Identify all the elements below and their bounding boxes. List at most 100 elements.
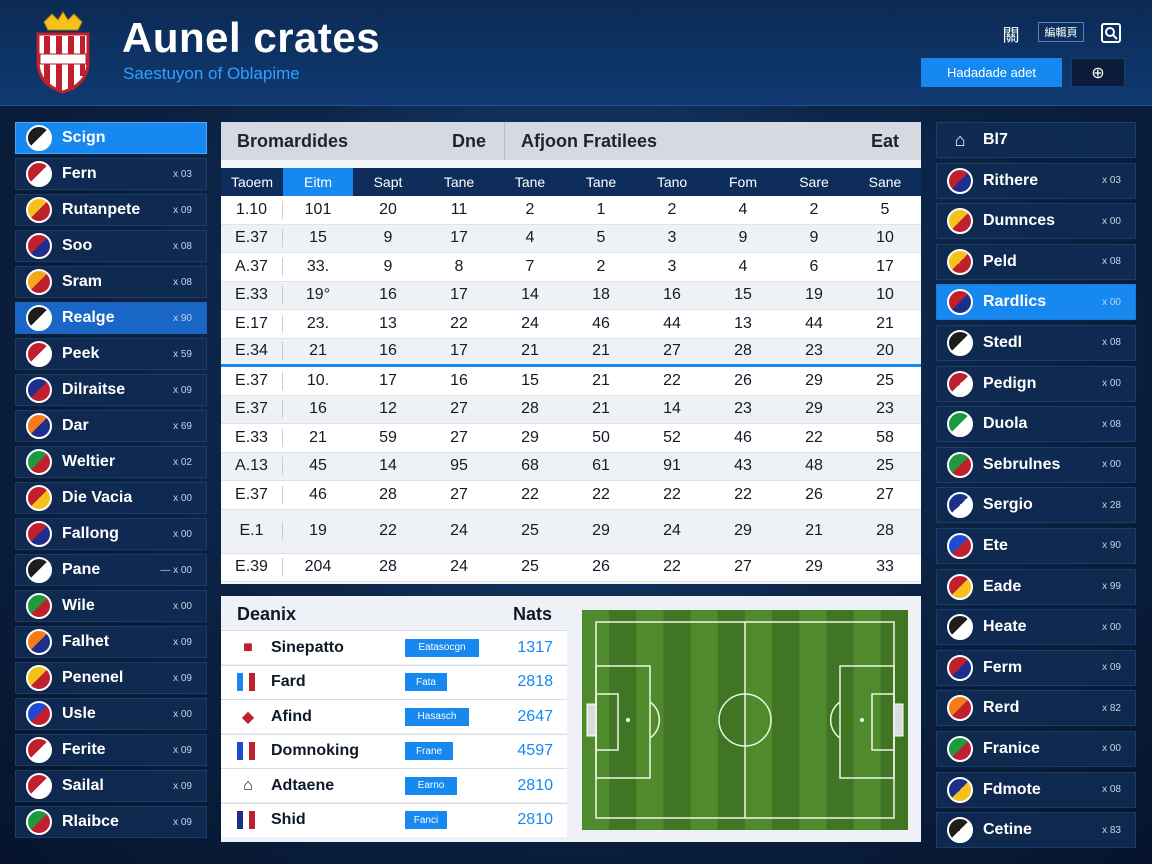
team-item[interactable]: Soo x 08 (15, 230, 207, 262)
team-label: Stedl (983, 333, 1023, 351)
table-row[interactable]: 1.10 101 20 11 2 1 2 4 2 5 (221, 196, 921, 225)
team-item[interactable]: Ete x 90 (936, 527, 1136, 564)
team-item[interactable]: Dumnces x 00 (936, 203, 1136, 240)
table-cell: 46 (592, 314, 610, 332)
team-item[interactable]: Rlaibce x 09 (15, 806, 207, 838)
team-label: Dar (62, 417, 89, 434)
column-header[interactable]: Taoem (230, 174, 274, 190)
team-item[interactable]: Heate x 00 (936, 609, 1136, 646)
player-list-item[interactable]: Fard Fata 2818 (221, 664, 567, 699)
team-item[interactable]: Peek x 59 (15, 338, 207, 370)
team-item[interactable]: Rithere x 03 (936, 162, 1136, 199)
team-item[interactable]: Sebrulnes x 00 (936, 446, 1136, 483)
team-item[interactable]: Fallong x 00 (15, 518, 207, 550)
team-item[interactable]: Ferite x 09 (15, 734, 207, 766)
table-cell: 4 (738, 200, 748, 218)
player-tag[interactable]: Frane (405, 742, 453, 760)
search-icon[interactable] (1098, 22, 1124, 44)
column-header[interactable]: Fom (729, 174, 757, 190)
player-tag[interactable]: Earno (405, 776, 457, 795)
table-row[interactable]: E.37 15 9 17 4 5 3 9 9 10 (221, 224, 921, 253)
table-cell: 25 (521, 558, 539, 576)
table-row[interactable]: E.33 21 59 27 29 50 52 46 22 58 (221, 424, 921, 453)
bottom-stats-title: Nats (513, 604, 553, 624)
team-item[interactable]: Duola x 08 (936, 406, 1136, 443)
team-item[interactable]: Pedign x 00 (936, 365, 1136, 402)
menu-text-icon[interactable]: 編輯頁 (1038, 22, 1084, 42)
team-label: Usle (62, 705, 96, 722)
team-badge-icon (26, 701, 52, 727)
column-header[interactable]: Tano (656, 174, 688, 190)
grid-icon[interactable]: 關 (1002, 25, 1020, 45)
team-count: x 00 (1102, 215, 1121, 227)
column-header[interactable]: Eitm (283, 168, 353, 196)
table-cell: 15 (734, 286, 752, 304)
table-row[interactable]: A.37 33. 9 8 7 2 3 4 6 17 (221, 253, 921, 282)
table-row[interactable]: E.37 16 12 27 28 21 14 23 29 23 (221, 395, 921, 424)
player-list-item[interactable]: ■ Sinepatto Eatasocgn 1317 (221, 630, 567, 664)
team-item[interactable]: Falhet x 09 (15, 626, 207, 658)
player-list-item[interactable]: ◆ Afind Hasasch 2647 (221, 699, 567, 733)
player-list-item[interactable]: Shid Fanci 2810 (221, 802, 567, 837)
team-item[interactable]: Dar x 69 (15, 410, 207, 442)
team-item[interactable]: Realge x 90 (15, 302, 207, 334)
team-badge-icon (26, 341, 52, 367)
table-cell: 20 (876, 342, 894, 360)
table-cell: E.33 (221, 428, 283, 447)
table-row[interactable]: E.34 21 16 17 21 21 27 28 23 20 (221, 338, 921, 367)
team-item[interactable]: Cetine x 83 (936, 812, 1136, 849)
team-item[interactable]: Sailal x 09 (15, 770, 207, 802)
table-row[interactable]: E.1 19 22 24 25 29 24 29 21 28 (221, 509, 921, 554)
team-item[interactable]: Weltier x 02 (15, 446, 207, 478)
team-badge-icon (947, 208, 973, 235)
team-item[interactable]: ⌂ Bl7 (936, 122, 1136, 158)
team-item[interactable]: Eade x 99 (936, 568, 1136, 605)
table-cell: 101 (304, 200, 332, 218)
team-count: x 03 (173, 168, 192, 180)
column-header[interactable]: Tane (585, 174, 617, 190)
column-header[interactable]: Sapt (373, 174, 403, 190)
team-item[interactable]: Wile x 00 (15, 590, 207, 622)
team-item[interactable]: Ferm x 09 (936, 649, 1136, 686)
team-item[interactable]: Stedl x 08 (936, 324, 1136, 361)
column-header[interactable]: Sane (868, 174, 902, 190)
team-item[interactable]: Fdmote x 08 (936, 771, 1136, 808)
table-row[interactable]: A.13 45 14 95 68 61 91 43 48 25 (221, 452, 921, 481)
team-count: x 08 (1102, 337, 1121, 349)
team-count: x 00 (173, 492, 192, 504)
globe-icon[interactable]: ⊕ (1071, 58, 1125, 87)
column-header[interactable]: Sare (799, 174, 829, 190)
table-row[interactable]: E.17 23. 13 22 24 46 44 13 44 21 (221, 310, 921, 339)
team-item[interactable]: Pane — x 00 (15, 554, 207, 586)
team-item[interactable]: Sram x 08 (15, 266, 207, 298)
column-header[interactable]: Tane (514, 174, 546, 190)
player-list-item[interactable]: Domnoking Frane 4597 (221, 733, 567, 768)
header-action-button[interactable]: Hadadade adet (921, 58, 1062, 87)
table-row[interactable]: E.39 204 28 24 25 26 22 27 29 33 (221, 553, 921, 582)
table-cell: 28 (876, 522, 894, 539)
team-item[interactable]: Dilraitse x 09 (15, 374, 207, 406)
team-item[interactable]: Rerd x 82 (936, 690, 1136, 727)
player-list-item[interactable]: ⌂ Adtaene Earno 2810 (221, 768, 567, 802)
team-item[interactable]: Scign (15, 122, 207, 154)
team-item[interactable]: Peld x 08 (936, 243, 1136, 280)
team-item[interactable]: Usle x 00 (15, 698, 207, 730)
team-item[interactable]: Die Vacia x 00 (15, 482, 207, 514)
team-item[interactable]: Penenel x 09 (15, 662, 207, 694)
player-tag[interactable]: Fanci (405, 811, 447, 829)
team-item[interactable]: Rutanpete x 09 (15, 194, 207, 226)
team-item[interactable]: Sergio x 28 (936, 487, 1136, 524)
team-item[interactable]: Franice x 00 (936, 730, 1136, 767)
player-tag[interactable]: Hasasch (405, 707, 469, 726)
team-item[interactable]: Fern x 03 (15, 158, 207, 190)
table-row[interactable]: E.33 19° 16 17 14 18 16 15 19 10 (221, 281, 921, 310)
player-tag[interactable]: Fata (405, 673, 447, 691)
team-count: x 09 (173, 384, 192, 396)
player-tag[interactable]: Eatasocgn (405, 638, 479, 657)
table-row[interactable]: E.37 46 28 27 22 22 22 22 26 27 (221, 481, 921, 510)
table-row[interactable]: E.37 10. 17 16 15 21 22 26 29 25 (221, 367, 921, 396)
table-cell: 16 (379, 286, 397, 304)
team-item[interactable]: Rardlics x 00 (936, 284, 1136, 321)
table-title-left: Bromardides (237, 130, 349, 151)
column-header[interactable]: Tane (443, 174, 475, 190)
